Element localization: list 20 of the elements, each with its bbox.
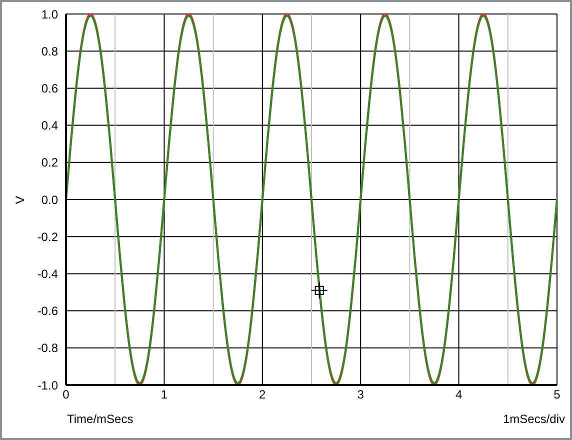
text: 1mSecs/div — [502, 412, 565, 426]
x-tick-label: 2 — [259, 388, 266, 402]
x-tick-label: 0 — [62, 388, 70, 402]
y-tick-label: -0.4 — [37, 266, 58, 281]
y-tick-label: -1.0 — [37, 378, 58, 392]
x-axis-title: Time/mSecs — [67, 412, 134, 426]
y-axis-title: V — [13, 195, 27, 204]
y-tick-label: -0.2 — [37, 230, 58, 244]
y-tick-label: 0.8 — [41, 44, 58, 58]
x-tick-label: 4 — [455, 388, 462, 402]
y-tick-label: 0.0 — [41, 192, 58, 207]
y-tick-label: 0.4 — [41, 118, 58, 133]
x-tick-label: 3 — [357, 388, 364, 402]
x-tick-label: 5 — [554, 388, 561, 402]
y-tick-label: 0.2 — [41, 156, 58, 170]
y-tick-label: 0.6 — [41, 81, 58, 96]
y-tick-label: -0.6 — [37, 304, 58, 318]
y-tick-label: 1.0 — [41, 7, 58, 22]
y-tick-label: -0.8 — [37, 341, 58, 356]
x-tick-label: 1 — [160, 388, 168, 402]
